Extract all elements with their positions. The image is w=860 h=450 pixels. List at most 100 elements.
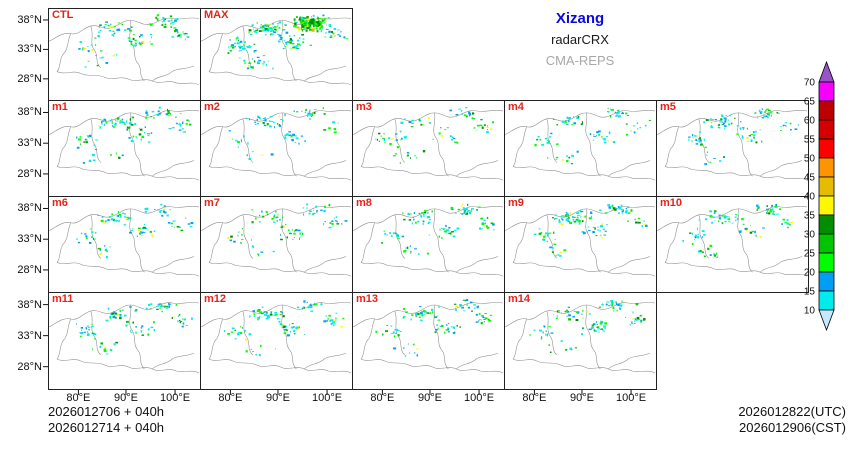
y-axis-label: 28°N [17,167,42,180]
map-svg [49,203,200,277]
colorbar-tick-label: 35 [804,211,816,222]
system-label: CMA-REPS [545,53,615,68]
map-svg [353,299,504,374]
panel-label: m3 [356,101,372,113]
map-svg [505,204,656,277]
colorbar-segment [818,290,835,311]
x-axis-label: 100°E [464,392,495,404]
colorbar-segment [818,119,835,140]
panel-m8: m8 [352,196,505,293]
product-label: radarCRX [551,32,609,47]
colorbar-tick-label: 70 [804,78,816,89]
colorbar-tick-label: 50 [804,154,816,165]
colorbar-segment [818,157,835,178]
panel-label: m4 [508,101,524,113]
colorbar-segment [818,81,835,102]
panel-m7: m7 [200,196,353,293]
map-svg [505,300,656,374]
colorbar-segment [818,252,835,273]
map-svg [201,300,352,374]
map-svg [657,203,808,277]
valid-time-utc: 2026012822(UTC) [738,404,846,419]
panel-MAX: MAX [200,8,353,101]
panel-m5: m5 [656,100,809,197]
x-axis-label: 100°E [312,392,343,404]
panel-m3: m3 [352,100,505,197]
map-svg [201,107,352,181]
y-axis-label: 38°N [17,106,42,119]
panel-label: m9 [508,197,524,209]
colorbar-tick-label: 25 [804,249,816,260]
colorbar-tick-label: 60 [804,116,816,127]
x-axis-label: 100°E [616,392,647,404]
x-axis-label: 80°E [66,392,91,404]
x-axis-label: 90°E [569,392,594,404]
y-axis-label: 28°N [17,263,42,276]
colorbar-segment [818,214,835,235]
x-axis-label: 80°E [370,392,395,404]
init-time-line-2: 2026012714 + 040h [48,420,165,435]
panel-CTL: CTL [48,8,201,101]
map-svg [201,203,352,277]
map-svg [505,107,656,181]
colorbar-tick-label: 55 [804,135,816,146]
map-svg [353,203,504,277]
colorbar-segment [818,195,835,216]
map-svg [49,302,200,374]
y-axis-label: 38°N [17,298,42,311]
colorbar-segment [818,271,835,292]
map-svg [201,14,352,86]
panel-m4: m4 [504,100,657,197]
x-axis-label: 90°E [417,392,442,404]
panel-m6: m6 [48,196,201,293]
colorbar: 70 65 60 55 50 45 40 35 30 25 20 15 10 [804,60,835,332]
panel-m13: m13 [352,292,505,390]
panel-label: m11 [52,293,74,305]
region-title: Xizang [555,10,605,27]
panel-label: m12 [204,293,227,305]
panel-m9: m9 [504,196,657,293]
panel-label: m5 [660,101,676,113]
y-axis-label: 33°N [17,233,42,246]
map-svg [353,107,504,181]
panel-label: m2 [204,101,220,113]
panel-m12: m12 [200,292,353,390]
colorbar-tick-label: 15 [804,287,816,298]
panel-label: m6 [52,197,68,209]
init-time-line-1: 2026012706 + 040h [48,404,165,419]
y-axis-label: 33°N [17,137,42,150]
colorbar-segment [818,233,835,254]
map-svg [49,14,200,86]
panel-label: m8 [356,197,372,209]
y-axis-label: 33°N [17,329,42,342]
map-svg [49,106,200,181]
panel-label: m10 [660,197,683,209]
footer-init-times: 2026012706 + 040h 2026012714 + 040h [48,404,164,436]
panel-m10: m10 [656,196,809,293]
header-annotation: Xizang radarCRX CMA-REPS [352,10,808,68]
colorbar-tick-label: 65 [804,97,816,108]
y-axis-label: 38°N [17,202,42,215]
colorbar-tick-label: 40 [804,192,816,203]
y-axis-label: 28°N [17,360,42,373]
y-axis-label: 33°N [17,43,42,56]
x-axis-label: 80°E [218,392,243,404]
x-axis-label: 90°E [265,392,290,404]
panel-label: m13 [356,293,379,305]
y-axis-label: 28°N [17,72,42,85]
panel-label: m14 [508,293,531,305]
panel-label: MAX [204,9,229,21]
colorbar-segment [818,100,835,121]
x-axis-label: 90°E [113,392,138,404]
x-axis-label: 80°E [522,392,547,404]
panel-m14: m14 [504,292,657,390]
panel-label: m1 [52,101,68,113]
colorbar-arrow-up-icon [818,60,835,83]
panel-m2: m2 [200,100,353,197]
valid-time-cst: 2026012906(CST) [739,420,846,435]
colorbar-tick-label: 10 [804,306,816,317]
x-axis-label: 100°E [160,392,191,404]
colorbar-tick-label: 45 [804,173,816,184]
footer-valid-times: 2026012822(UTC) 2026012906(CST) [738,404,846,436]
